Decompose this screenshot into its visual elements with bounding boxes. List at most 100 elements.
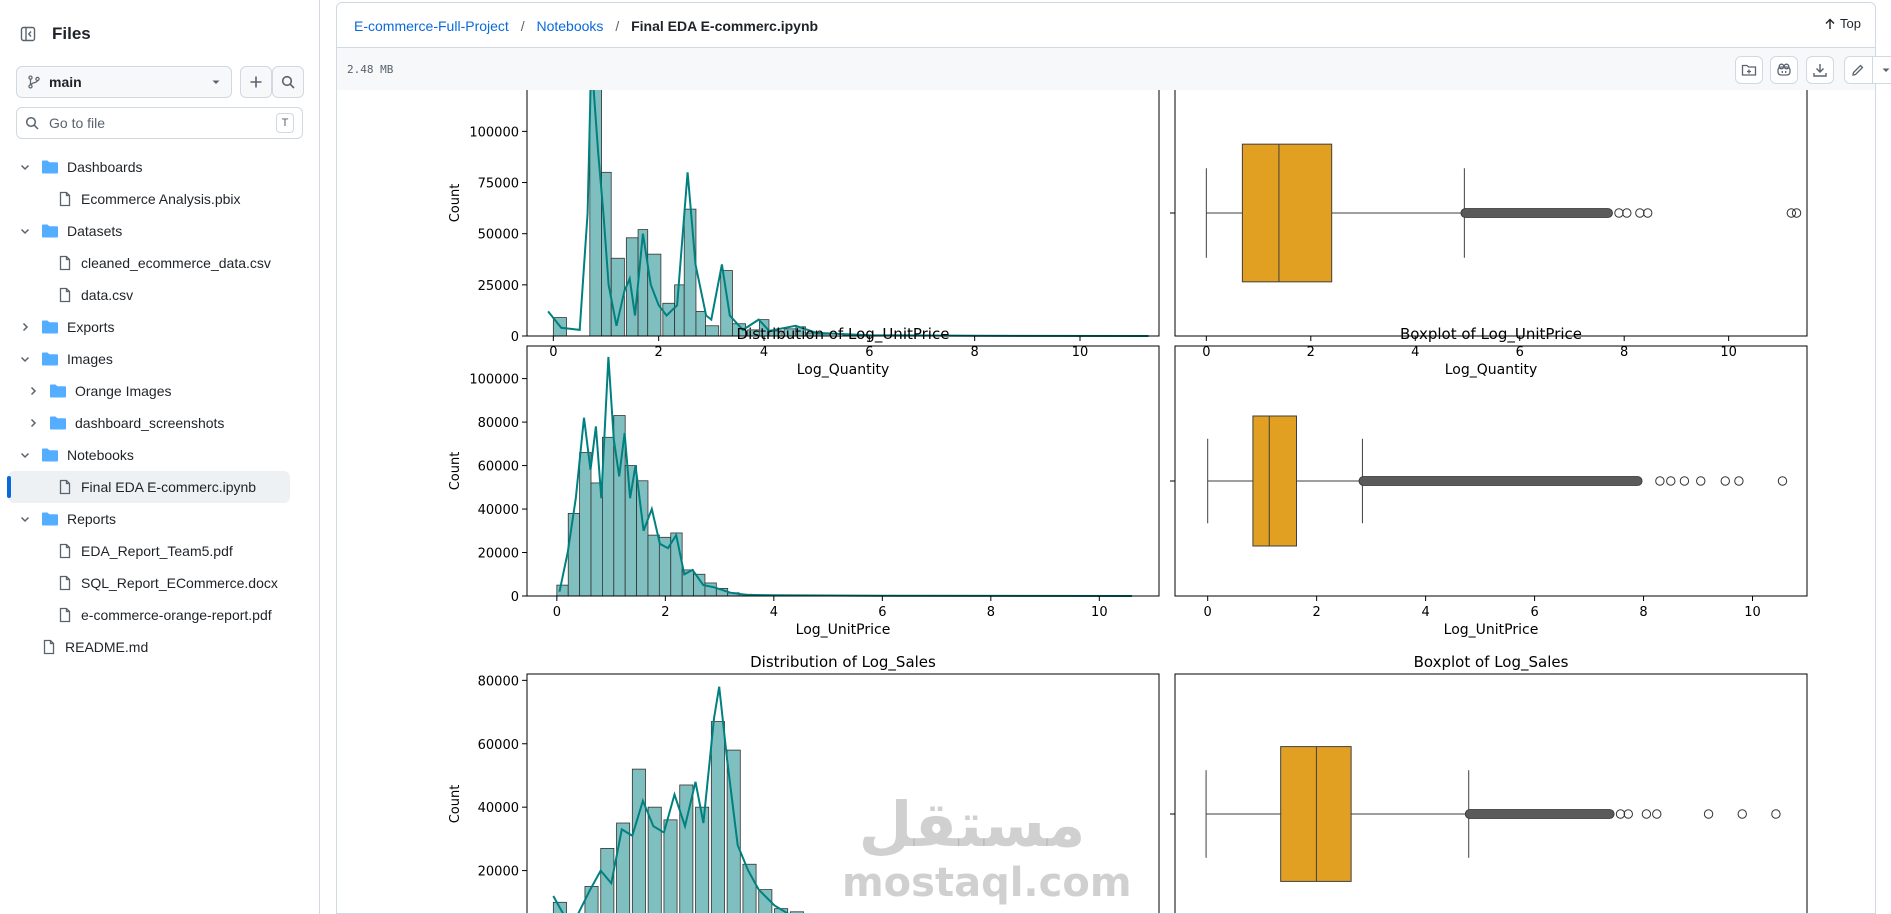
y-tick-label: 20000	[478, 547, 519, 562]
tree-file[interactable]: Ecommerce Analysis.pbix	[8, 183, 290, 215]
edit-file-button[interactable]	[1845, 57, 1873, 83]
y-tick-label: 60000	[478, 460, 519, 475]
outlier-point	[1771, 809, 1781, 819]
x-tick-label: 6	[865, 345, 873, 360]
y-axis-label: Count	[448, 184, 463, 223]
folder-icon	[42, 320, 58, 334]
branch-name: main	[49, 74, 82, 90]
tree-toggle[interactable]	[25, 385, 41, 397]
box-iqr	[1241, 143, 1333, 283]
breadcrumb-repo-link[interactable]: E-commerce-Full-Project	[354, 17, 509, 34]
chevron-right-icon	[30, 418, 37, 428]
chart-panel-3: Distribution of Log_UnitPrice 0 20000 40000…	[448, 325, 1160, 638]
open-in-folder-button[interactable]	[1735, 56, 1763, 84]
back-to-top-button[interactable]: Top	[1824, 16, 1861, 31]
breadcrumb-folder-link[interactable]: Notebooks	[536, 17, 604, 34]
branch-selector-button[interactable]: main	[16, 66, 232, 98]
tree-toggle[interactable]	[17, 449, 33, 461]
tree-file[interactable]: EDA_Report_Team5.pdf	[8, 535, 290, 567]
tree-folder[interactable]: Notebooks	[8, 439, 290, 471]
file-icon	[59, 607, 71, 623]
tree-item-label: cleaned_ecommerce_data.csv	[81, 255, 271, 271]
tree-file[interactable]: e-commerce-orange-report.pdf	[8, 599, 290, 631]
arrow-up-icon	[1825, 18, 1835, 29]
tree-item-label: dashboard_screenshots	[75, 415, 225, 431]
outlier-point	[1679, 476, 1690, 486]
go-to-file-field[interactable]: T	[16, 107, 303, 139]
search-files-button[interactable]	[272, 66, 304, 98]
histogram-bar	[590, 482, 603, 597]
outlier-point	[1641, 809, 1652, 819]
tree-file[interactable]: cleaned_ecommerce_data.csv	[8, 247, 290, 279]
copilot-button[interactable]	[1770, 56, 1798, 84]
outlier-cluster	[1460, 208, 1613, 218]
chart-panel-6: Boxplot of Log_Sales	[1170, 653, 1808, 913]
histogram-bar	[683, 208, 697, 337]
tree-toggle[interactable]	[25, 417, 41, 429]
chart-title: Distribution of Log_Sales	[750, 653, 936, 672]
plot-frame	[1174, 345, 1808, 597]
histogram-bar	[579, 452, 592, 597]
outlier-cluster	[1358, 476, 1643, 486]
x-tick-label: 8	[971, 345, 979, 360]
y-axis-label: Count	[448, 452, 463, 491]
tree-folder[interactable]: Datasets	[8, 215, 290, 247]
y-tick-label: 100000	[469, 125, 519, 140]
tree-item-label: Images	[67, 351, 113, 367]
tree-file[interactable]: README.md	[8, 631, 290, 663]
histogram-bar	[625, 237, 639, 337]
y-tick-label: 80000	[478, 416, 519, 431]
chevron-down-icon	[20, 516, 30, 523]
histogram-bar	[789, 911, 804, 913]
search-icon	[25, 116, 39, 130]
tree-file[interactable]: Final EDA E-commerc.ipynb	[7, 471, 290, 503]
tree-folder[interactable]: Images	[8, 343, 290, 375]
y-tick-label: 60000	[478, 738, 519, 753]
collapse-sidebar-button[interactable]	[14, 20, 42, 48]
download-button[interactable]	[1806, 56, 1834, 84]
outlier-point	[1666, 476, 1676, 486]
x-tick-label: 0	[553, 605, 561, 620]
tree-toggle[interactable]	[17, 353, 33, 365]
histogram-bar	[674, 284, 685, 337]
y-tick-label: 40000	[478, 503, 519, 518]
x-tick-label: 10	[1720, 345, 1737, 360]
edit-options-dropdown[interactable]	[1873, 57, 1891, 83]
tree-folder[interactable]: Exports	[8, 311, 290, 343]
histogram-bar	[616, 822, 631, 913]
tree-file[interactable]: SQL_Report_ECommerce.docx	[8, 567, 290, 599]
outlier-point	[1615, 809, 1626, 819]
y-tick-label: 25000	[478, 279, 519, 294]
outlier-point	[1614, 208, 1624, 218]
x-tick-label: 0	[1202, 345, 1210, 360]
tree-toggle[interactable]	[17, 321, 33, 333]
histogram-bar	[705, 325, 720, 337]
notebook-output[interactable]: 0250005000075000100000125000Count0246810…	[336, 90, 1876, 914]
x-axis-label: Log_UnitPrice	[1444, 622, 1539, 638]
tree-folder[interactable]: dashboard_screenshots	[8, 407, 290, 439]
plot-frame	[1174, 673, 1808, 913]
tree-toggle[interactable]	[17, 225, 33, 237]
x-tick-label: 4	[1411, 345, 1419, 360]
go-to-file-input[interactable]	[47, 114, 276, 132]
tree-file[interactable]: data.csv	[8, 279, 290, 311]
histogram-bar	[631, 768, 646, 913]
y-tick-label: 100000	[469, 373, 519, 388]
histogram-bar	[567, 512, 581, 597]
x-axis-label: Log_UnitPrice	[796, 622, 891, 638]
add-file-button[interactable]	[240, 66, 272, 98]
tree-folder[interactable]: Dashboards	[8, 151, 290, 183]
caret-down-icon	[1882, 68, 1890, 72]
edit-button-group	[1844, 56, 1891, 84]
tree-toggle[interactable]	[17, 161, 33, 173]
tree-folder[interactable]: Orange Images	[8, 375, 290, 407]
tree-folder[interactable]: Reports	[8, 503, 290, 535]
tree-item-label: Reports	[67, 511, 117, 527]
file-icon	[59, 575, 71, 591]
folder-icon	[42, 448, 58, 462]
outlier-point	[1655, 476, 1665, 486]
outlier-point	[1703, 809, 1714, 819]
folder-icon	[42, 160, 58, 174]
tree-toggle[interactable]	[17, 513, 33, 525]
